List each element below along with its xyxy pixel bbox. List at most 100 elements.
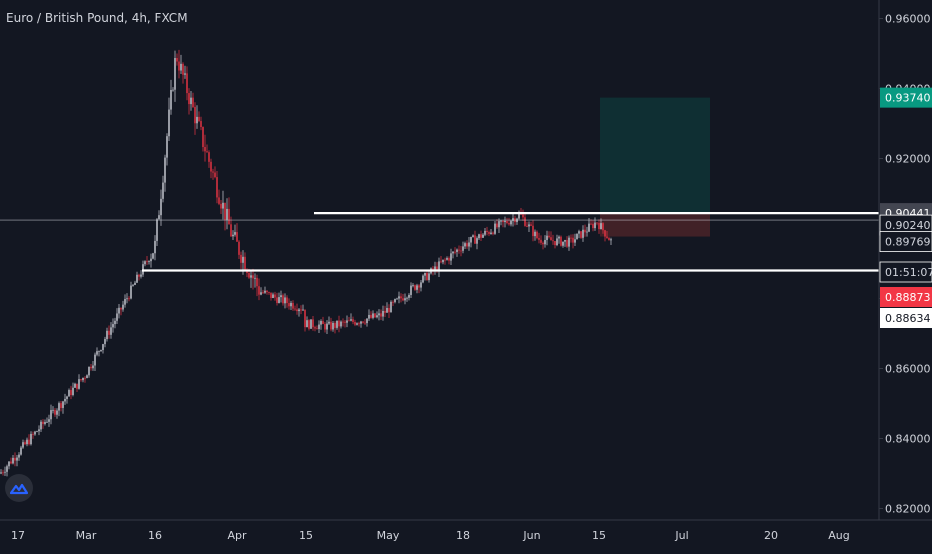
candle-body xyxy=(54,409,56,415)
candle-body xyxy=(152,253,154,259)
candle-body xyxy=(598,222,600,230)
candle-body xyxy=(480,234,482,238)
candle-body xyxy=(292,302,294,309)
candle-body xyxy=(192,97,194,107)
candle-body xyxy=(568,237,570,247)
candle-body xyxy=(534,231,536,237)
candle-body xyxy=(470,236,472,243)
candle-body xyxy=(220,203,222,209)
candle-body xyxy=(278,297,280,303)
candle-body xyxy=(218,197,220,204)
candle-body xyxy=(474,235,476,244)
candle-body xyxy=(538,238,540,240)
candle-body xyxy=(48,419,50,422)
candle-body xyxy=(578,231,580,234)
candle-body xyxy=(354,321,356,325)
candle-body xyxy=(290,302,292,307)
candle-body xyxy=(396,298,398,300)
candle-body xyxy=(164,157,166,183)
candle-body xyxy=(460,250,462,252)
candle-body xyxy=(506,220,508,224)
candle-body xyxy=(86,375,88,379)
candle-body xyxy=(466,243,468,247)
candle-body xyxy=(358,323,360,325)
candle-body xyxy=(202,127,204,148)
price-badge-bg xyxy=(879,231,932,252)
candle-body xyxy=(312,319,314,328)
candle-body xyxy=(124,299,126,305)
candle-body xyxy=(222,202,224,209)
candle-body xyxy=(104,339,106,345)
candle-body xyxy=(344,321,346,323)
candle-body xyxy=(494,223,496,234)
candle-body xyxy=(182,63,184,75)
candle-body xyxy=(400,296,402,299)
candle-body xyxy=(586,231,588,233)
candle-body xyxy=(112,324,114,328)
candle-body xyxy=(146,261,148,263)
candle-body xyxy=(90,366,92,369)
candle-body xyxy=(554,241,556,246)
profit-zone xyxy=(600,97,710,214)
price-badge: 01:51:07 xyxy=(879,261,932,283)
candle-body xyxy=(608,238,610,241)
price-badge-text: 0.89769 xyxy=(885,236,931,249)
candle-body xyxy=(408,294,410,298)
candle-body xyxy=(576,233,578,240)
price-badge-text: 0.90240 xyxy=(885,219,931,232)
price-badge-text: 0.88634 xyxy=(885,312,931,325)
candle-body xyxy=(540,239,542,243)
candle-body xyxy=(482,234,484,238)
price-badge-text: 0.93740 xyxy=(885,92,931,105)
candle-body xyxy=(250,275,252,278)
candle-body xyxy=(504,220,506,223)
candle-body xyxy=(64,398,66,402)
candle-body xyxy=(240,254,242,263)
candle-body xyxy=(452,251,454,254)
tradingview-logo[interactable] xyxy=(5,474,33,502)
candle-body xyxy=(566,240,568,247)
y-tick-label: 0.82000 xyxy=(885,502,931,515)
price-badge-bg xyxy=(880,308,932,328)
candle-body xyxy=(168,109,170,137)
candle-body xyxy=(12,457,14,464)
candle-body xyxy=(524,217,526,226)
candle-body xyxy=(10,461,12,464)
candle-body xyxy=(384,310,386,313)
candle-body xyxy=(166,136,168,158)
candle-body xyxy=(416,285,418,290)
candle-body xyxy=(370,314,372,318)
candle-body xyxy=(206,151,208,153)
candle-body xyxy=(204,147,206,152)
candle-body xyxy=(78,379,80,389)
candle-body xyxy=(364,322,366,324)
candle-body xyxy=(584,229,586,233)
candle-body xyxy=(488,232,490,234)
loss-zone xyxy=(600,213,710,237)
candle-body xyxy=(560,236,562,246)
candle-body xyxy=(6,466,8,472)
candle-body xyxy=(28,439,30,445)
candle-body xyxy=(116,313,118,321)
candle-body xyxy=(382,310,384,317)
candle-body xyxy=(272,294,274,298)
candle-body xyxy=(258,286,260,295)
candle-body xyxy=(596,222,598,224)
candle-body xyxy=(428,273,430,281)
candle-body xyxy=(476,238,478,244)
candle-body xyxy=(72,387,74,396)
candle-body xyxy=(420,282,422,288)
candle-body xyxy=(600,223,602,230)
candle-body xyxy=(242,256,244,263)
candle-body xyxy=(558,236,560,239)
candle-body xyxy=(296,309,298,312)
candle-body xyxy=(512,218,514,221)
price-badge-bg xyxy=(880,87,932,108)
candle-body xyxy=(550,237,552,241)
candle-body xyxy=(120,307,122,310)
candle-body xyxy=(234,232,236,235)
x-tick-label: 15 xyxy=(592,529,606,542)
candle-body xyxy=(464,243,466,247)
